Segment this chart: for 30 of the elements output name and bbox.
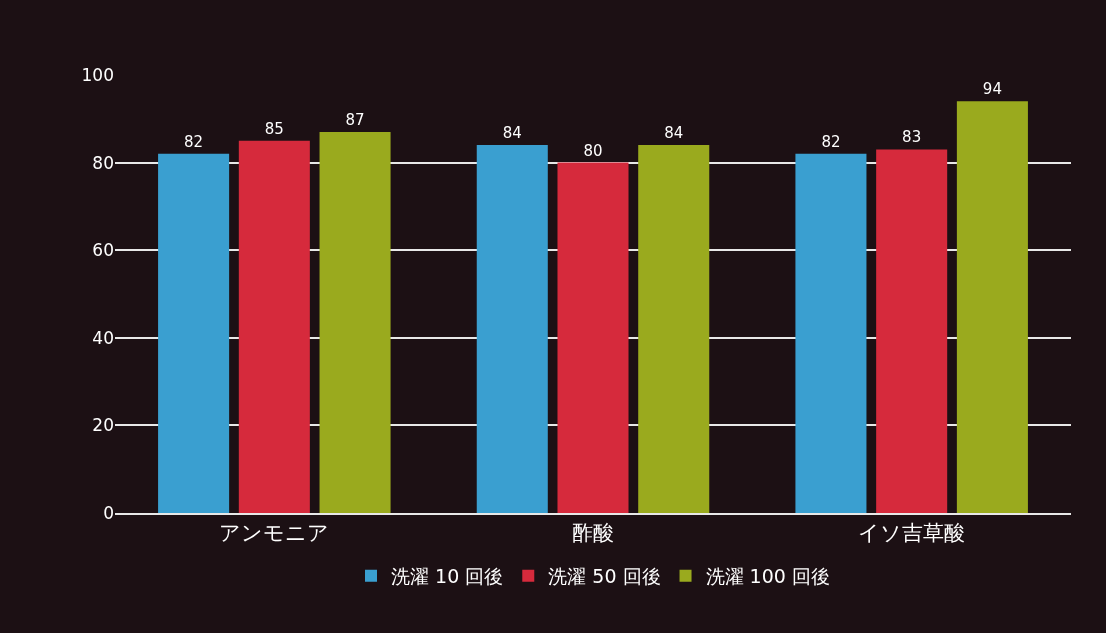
x-tick-label: アンモニア — [219, 520, 330, 545]
x-tick-label: イソ吉草酸 — [858, 520, 966, 545]
bar — [795, 153, 867, 513]
bar — [956, 101, 1028, 513]
bar — [319, 131, 391, 513]
data-label: 85 — [264, 119, 284, 138]
y-tick-label: 0 — [103, 502, 114, 523]
bar — [158, 153, 230, 513]
y-tick-label: 40 — [92, 327, 114, 348]
y-tick-label: 60 — [92, 240, 114, 261]
data-label: 87 — [345, 110, 365, 129]
y-tick-label: 20 — [92, 415, 114, 436]
legend-label: 洗濯 10 回後 — [391, 565, 504, 588]
bar — [638, 145, 710, 513]
bar — [557, 162, 629, 513]
data-label: 80 — [583, 141, 603, 160]
y-tick-label: 100 — [81, 64, 114, 85]
bar — [238, 140, 310, 513]
legend-label: 洗濯 50 回後 — [548, 565, 661, 588]
data-label: 84 — [664, 124, 684, 143]
data-label: 84 — [502, 124, 522, 143]
data-label: 94 — [982, 80, 1002, 99]
y-tick-label: 80 — [92, 152, 114, 173]
data-label: 83 — [902, 128, 922, 147]
x-tick-label: 酢酸 — [572, 520, 614, 545]
data-label: 82 — [821, 132, 841, 151]
bar — [476, 145, 548, 513]
data-label: 82 — [184, 132, 204, 151]
legend-label: 洗濯 100 回後 — [705, 565, 830, 588]
bar — [876, 149, 948, 513]
